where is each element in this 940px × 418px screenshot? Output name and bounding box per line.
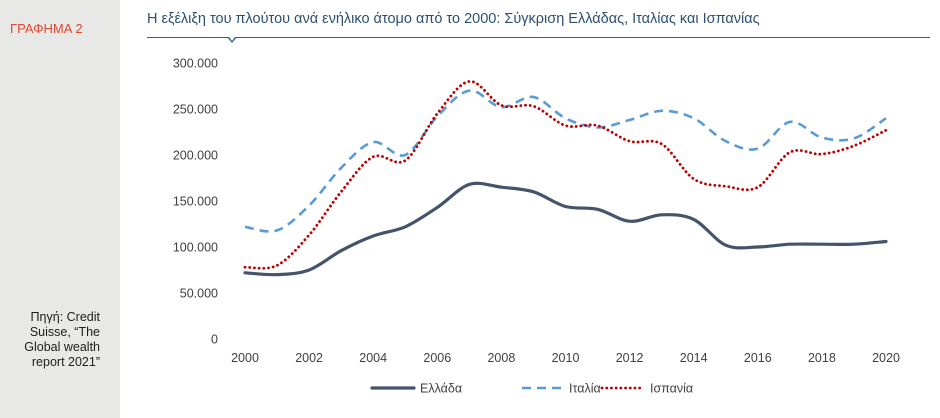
x-tick-label: 2006 (423, 351, 451, 365)
title-divider (147, 37, 930, 38)
y-tick-label: 300.000 (173, 57, 218, 71)
x-tick-label: 2020 (872, 351, 900, 365)
legend-label: Ισπανία (650, 382, 693, 396)
source-line: Global wealth (24, 340, 100, 354)
x-tick-label: 2016 (744, 351, 772, 365)
y-tick-label: 0 (211, 333, 218, 347)
chart-title: Η εξέλιξη του πλούτου ανά ενήλικο άτομο … (147, 11, 760, 27)
source-line: report 2021” (31, 355, 100, 369)
source-line: Πηγή: Credit (30, 310, 100, 324)
x-tick-label: 2008 (487, 351, 515, 365)
y-tick-label: 150.000 (173, 195, 218, 209)
legend-label: Ελλάδα (420, 382, 462, 396)
source-note: Πηγή: Credit Suisse, “The Global wealth … (0, 310, 100, 370)
title-notch-inner (228, 37, 235, 41)
x-tick-label: 2002 (295, 351, 323, 365)
figure-number-label: ΓΡΑΦΗΜΑ 2 (10, 21, 83, 36)
sidebar-panel: ΓΡΑΦΗΜΑ 2 Πηγή: Credit Suisse, “The Glob… (0, 0, 120, 418)
y-tick-label: 200.000 (173, 149, 218, 163)
y-tick-label: 100.000 (173, 241, 218, 255)
x-tick-label: 2000 (231, 351, 259, 365)
x-tick-label: 2012 (616, 351, 644, 365)
x-tick-label: 2004 (359, 351, 387, 365)
y-tick-label: 250.000 (173, 103, 218, 117)
legend-label: Ιταλία (569, 382, 601, 396)
x-tick-label: 2018 (808, 351, 836, 365)
y-tick-label: 50.000 (180, 287, 218, 301)
x-tick-label: 2014 (680, 351, 708, 365)
x-tick-label: 2010 (552, 351, 580, 365)
series-line-3 (243, 80, 888, 270)
series-line-2 (244, 89, 887, 233)
series-line-1 (243, 181, 888, 277)
source-line: Suisse, “The (29, 325, 100, 339)
